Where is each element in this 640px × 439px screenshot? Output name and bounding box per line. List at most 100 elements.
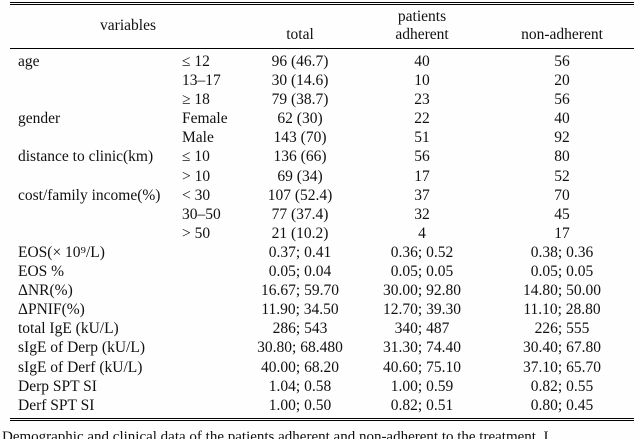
- cell-non-adherent: 17: [554, 224, 570, 242]
- cell-non-adherent: 56: [554, 91, 570, 109]
- cell-variable: EOS %: [18, 263, 65, 281]
- table-row: Derp SPT SI 1.04; 0.58 1.00; 0.59 0.82; …: [10, 377, 634, 396]
- cell-total: 77 (37.4): [271, 205, 329, 223]
- table-row: age ≤ 12 96 (46.7) 40 56: [10, 49, 634, 72]
- cell-variable: Derp SPT SI: [18, 377, 97, 395]
- cell-non-adherent: 14.80; 50.00: [523, 282, 601, 300]
- table-row: gender Female 62 (30) 22 40: [10, 109, 634, 128]
- cell-category: [182, 358, 246, 377]
- table-body: age ≤ 12 96 (46.7) 40 56 13–17 30 (14.6)…: [10, 49, 635, 421]
- cell-adherent: 12.70; 39.30: [383, 301, 461, 319]
- cell-adherent: 23: [414, 91, 430, 109]
- cell-total: 0.37; 0.41: [268, 243, 332, 261]
- cell-non-adherent: 0.80; 0.45: [490, 395, 635, 421]
- cell-total: 96 (46.7): [271, 53, 329, 70]
- cell-total: 21 (10.2): [271, 224, 329, 242]
- cell-category: [182, 243, 246, 262]
- header-non-adherent: non-adherent: [490, 3, 635, 49]
- cell-non-adherent: 52: [554, 167, 570, 185]
- cell-variable: [10, 128, 182, 147]
- cell-non-adherent: 0.82; 0.55: [530, 377, 594, 395]
- cell-category: 13–17: [182, 72, 221, 90]
- cell-total: 1.00; 0.50: [246, 395, 355, 421]
- table-row: distance to clinic(km) ≤ 10 136 (66) 56 …: [10, 147, 634, 166]
- cell-adherent: 10: [414, 72, 430, 90]
- cell-total: 136 (66): [273, 148, 327, 166]
- cell-total: 143 (70): [273, 129, 327, 147]
- table-row: > 50 21 (10.2) 4 17: [10, 224, 634, 243]
- cell-total: 1.04; 0.58: [268, 377, 332, 395]
- cell-category: > 50: [182, 224, 211, 242]
- patients-statistics-table: variables total patients adherent non-ad…: [10, 2, 635, 421]
- cell-adherent: 340; 487: [394, 320, 450, 338]
- cell-adherent: 32: [414, 205, 430, 223]
- cell-total: 79 (38.7): [271, 91, 329, 109]
- cell-adherent: 37: [414, 186, 430, 204]
- cell-adherent: 0.05; 0.05: [390, 263, 454, 281]
- cell-category: [182, 281, 246, 300]
- cell-adherent: 31.30; 74.40: [383, 339, 461, 357]
- cell-total: 16.67; 59.70: [261, 282, 339, 300]
- table-row: EOS(× 10⁹/L) 0.37; 0.41 0.36; 0.52 0.38;…: [10, 243, 634, 262]
- table-row: EOS % 0.05; 0.04 0.05; 0.05 0.05; 0.05: [10, 262, 634, 281]
- cell-non-adherent: 56: [554, 53, 570, 70]
- cell-adherent: 22: [414, 110, 430, 128]
- cell-non-adherent: 11.10; 28.80: [523, 301, 601, 319]
- table-row: 30–50 77 (37.4) 32 45: [10, 205, 634, 224]
- cell-non-adherent: 92: [554, 129, 570, 147]
- cell-variable: age: [18, 53, 40, 70]
- cell-non-adherent: 80: [554, 148, 570, 166]
- cell-category: ≤ 12: [182, 53, 210, 70]
- caption-fragment: Demographic and clinical data of the pat…: [2, 428, 549, 439]
- cell-variable: sIgE of Derp (kU/L): [18, 339, 145, 357]
- cell-category: < 30: [182, 186, 211, 204]
- cell-variable: sIgE of Derf (kU/L): [18, 358, 143, 376]
- cell-total: 0.05; 0.04: [268, 263, 332, 281]
- cell-category: [182, 395, 247, 421]
- header-variables: variables: [10, 3, 247, 49]
- cell-variable: [10, 90, 182, 109]
- cell-variable: distance to clinic(km): [18, 148, 154, 166]
- cell-variable: gender: [18, 110, 61, 128]
- cell-category: ≤ 10: [182, 148, 210, 166]
- cell-total: 69 (34): [277, 167, 323, 185]
- cell-category: [182, 262, 246, 281]
- table-row: total IgE (kU/L) 286; 543 340; 487 226; …: [10, 319, 634, 338]
- cell-adherent: 30.00; 92.80: [383, 282, 461, 300]
- cell-adherent: 1.00; 0.59: [390, 377, 454, 395]
- cell-adherent: 51: [414, 129, 430, 147]
- cell-total: 107 (52.4): [267, 186, 333, 204]
- table-row: Male 143 (70) 51 92: [10, 128, 634, 147]
- cell-category: Male: [182, 129, 214, 147]
- cell-non-adherent: 70: [554, 186, 570, 204]
- cell-total: 286; 543: [272, 320, 328, 338]
- cell-non-adherent: 0.38; 0.36: [530, 243, 594, 261]
- cell-category: > 10: [182, 167, 211, 185]
- cell-category: [182, 338, 246, 357]
- table-row: cost/family income(%) < 30 107 (52.4) 37…: [10, 186, 634, 205]
- cell-variable: ΔNR(%): [18, 282, 73, 300]
- cell-category: 30–50: [182, 205, 221, 223]
- cell-non-adherent: 30.40; 67.80: [523, 339, 601, 357]
- cell-non-adherent: 37.10; 65.70: [523, 358, 601, 376]
- cell-non-adherent: 45: [554, 205, 570, 223]
- cell-variable: ΔPNIF(%): [18, 301, 85, 319]
- cell-non-adherent: 0.05; 0.05: [530, 263, 594, 281]
- cell-adherent: 0.82; 0.51: [354, 395, 491, 421]
- table-row: ≥ 18 79 (38.7) 23 56: [10, 90, 634, 109]
- table-header: variables total patients adherent non-ad…: [10, 3, 635, 49]
- cell-variable: cost/family income(%): [18, 186, 161, 204]
- cell-variable: [10, 167, 182, 186]
- cell-total: 62 (30): [277, 110, 323, 128]
- cell-category: [182, 319, 246, 338]
- cell-total: 11.90; 34.50: [261, 301, 339, 319]
- cell-non-adherent: 40: [554, 110, 570, 128]
- cell-non-adherent: 226; 555: [534, 320, 590, 338]
- cell-total: 30.80; 68.480: [257, 339, 343, 357]
- cell-total: 30 (14.6): [271, 72, 329, 90]
- cell-variable: Derf SPT SI: [10, 395, 182, 421]
- cell-category: [182, 300, 246, 319]
- table-row: ΔPNIF(%) 11.90; 34.50 12.70; 39.30 11.10…: [10, 300, 634, 319]
- header-patients-adherent: patients adherent: [354, 3, 491, 49]
- table-row: 13–17 30 (14.6) 10 20: [10, 71, 634, 90]
